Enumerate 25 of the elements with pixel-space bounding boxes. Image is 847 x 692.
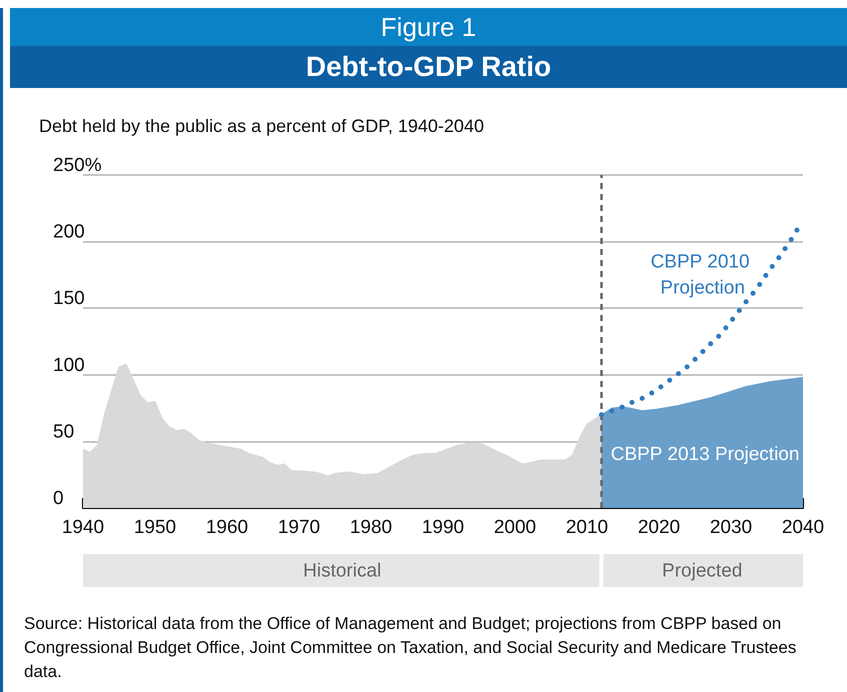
- x-tick-label: 2030: [710, 517, 752, 538]
- x-tick-label: 1960: [206, 517, 248, 538]
- y-tick-label: 50: [53, 421, 74, 442]
- y-tick-label: 150: [53, 288, 85, 310]
- text: Projected: [662, 560, 742, 582]
- chart-title: Debt-to-GDP Ratio: [10, 46, 847, 88]
- x-tick-label: 2040: [782, 517, 824, 538]
- y-tick-label: 200: [53, 222, 85, 243]
- x-tick-label: 1950: [134, 517, 176, 538]
- x-tick-label: 2020: [638, 517, 680, 538]
- x-tick-label: 1990: [422, 517, 464, 538]
- y-tick-label: 250%: [53, 155, 102, 176]
- x-tick-label: 1940: [62, 517, 104, 538]
- caption: Figure 1: [10, 8, 847, 46]
- series-label: CBPP 2013 Projection: [610, 444, 800, 466]
- source-note: Source: Historical data from the Office of Management and Budget; projections from CBPP based on Congressional Budget Office, Joint Committee on Taxation, and Social Security and Medicare Trustees data.: [24, 613, 798, 683]
- text: Historical: [303, 560, 382, 582]
- x-tick-label: 2010: [566, 517, 608, 538]
- x-tick-label: 1970: [278, 517, 320, 538]
- x-tick-label: 1980: [350, 517, 392, 538]
- series-label: CBPP 2010 Projection: [650, 251, 750, 298]
- chart-subtitle: Debt held by the public as a percent of GDP, 1940-2040: [39, 116, 484, 136]
- y-tick-label: 0: [53, 488, 64, 509]
- x-tick-label: 2000: [494, 517, 536, 538]
- y-tick-label: 100: [53, 354, 85, 376]
